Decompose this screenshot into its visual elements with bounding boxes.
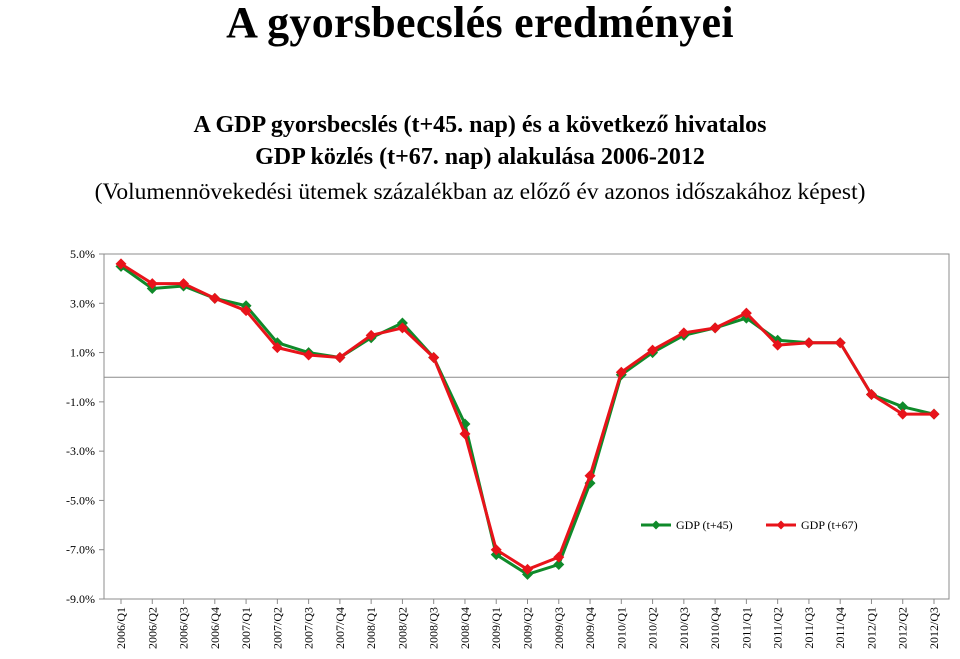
x-tick-label: 2009/Q2 [521,607,535,649]
data-point [271,342,283,354]
data-point [865,388,877,400]
x-tick-label: 2012/Q1 [864,607,878,649]
x-tick-label: 2008/Q2 [395,607,409,649]
x-tick-label: 2009/Q1 [489,607,503,649]
x-tick-label: 2009/Q4 [583,607,597,649]
legend-swatch-marker [651,520,661,530]
x-tick-label: 2012/Q2 [896,607,910,649]
series-group [115,258,940,580]
data-point [678,327,690,339]
slide-title: A gyorsbecslés eredményei [226,0,734,47]
x-tick-label: 2008/Q4 [458,607,472,649]
data-point [365,329,377,341]
data-point [553,559,565,570]
legend-item: GDP (t+67) [766,518,858,532]
data-point [490,544,502,556]
data-point [522,563,533,575]
legend-item: GDP (t+45) [641,518,733,532]
x-axis: 2006/Q1 2006/Q2 2006/Q3 2006/Q4 2007/Q1 2007/… [114,599,941,649]
subtitle-line-1: A GDP gyorsbecslés (t+45. nap) és a köve… [193,112,767,138]
data-point [396,322,408,334]
data-point [803,337,815,349]
x-tick-label: 2006/Q4 [208,607,222,649]
data-point [178,278,190,290]
x-tick-label: 2011/Q3 [802,607,816,649]
data-point [459,428,471,440]
x-tick-label: 2011/Q4 [833,607,847,649]
y-tick-label: -7.0% [66,543,95,557]
y-tick-label: -1.0% [66,395,95,409]
data-point [740,307,752,319]
x-tick-label: 2008/Q1 [364,607,378,649]
y-tick-label: -9.0% [66,592,95,606]
subtitle-line-3: (Volumennövekedési ütemek százalékban az… [94,179,866,205]
data-point [615,366,627,378]
series-gdp-t67 [115,258,940,575]
data-point [334,352,346,363]
x-tick-label: 2012/Q3 [927,607,941,649]
data-point [584,470,596,482]
data-point [928,408,940,420]
data-point [209,292,221,304]
data-point [428,352,440,363]
x-tick-label: 2008/Q3 [427,607,441,649]
x-tick-label: 2010/Q4 [708,607,722,649]
data-point [303,349,315,361]
x-tick-label: 2006/Q1 [114,607,128,649]
y-axis: 5.0% 3.0% 1.0% -1.0% -3.0% -5.0% -7.0% -9.0% [66,247,104,606]
data-point [709,322,721,334]
data-point [897,408,909,420]
x-tick-label: 2010/Q2 [646,607,660,649]
data-point [897,401,909,413]
legend: GDP (t+45) GDP (t+67) [641,518,858,532]
y-tick-label: 3.0% [70,296,95,310]
y-tick-label: -3.0% [66,444,95,458]
subtitle-line-2: GDP közlés (t+67. nap) alakulása 2006-20… [255,144,705,170]
y-tick-label: -5.0% [66,493,95,507]
legend-label: GDP (t+45) [676,518,733,532]
data-point [146,278,158,290]
x-tick-label: 2007/Q4 [333,607,347,649]
x-tick-label: 2009/Q3 [552,607,566,649]
data-point [240,305,252,317]
y-tick-label: 1.0% [70,346,95,360]
x-tick-label: 2007/Q2 [270,607,284,649]
x-tick-label: 2011/Q2 [771,607,785,649]
x-tick-label: 2006/Q3 [177,607,191,649]
x-tick-label: 2011/Q1 [739,607,753,649]
y-tick-label: 5.0% [70,247,95,261]
data-point [647,344,659,356]
legend-label: GDP (t+67) [801,518,858,532]
legend-swatch-marker [776,520,786,530]
data-point [553,551,565,563]
x-tick-label: 2006/Q2 [145,607,159,649]
data-point [834,337,846,349]
data-point [772,339,784,351]
x-tick-label: 2007/Q1 [239,607,253,649]
x-tick-label: 2010/Q3 [677,607,691,649]
data-point [115,258,127,270]
x-tick-label: 2007/Q3 [302,607,316,649]
x-tick-label: 2010/Q1 [614,607,628,649]
